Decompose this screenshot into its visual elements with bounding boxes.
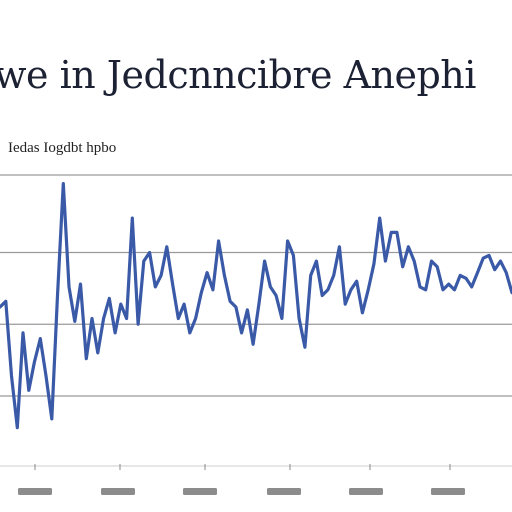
series-layer <box>0 182 512 430</box>
chart-title-text: we in Jedcnncibre Anephi <box>0 53 476 97</box>
chart-subtitle: Iedas Iogdbt hpbo <box>8 140 117 156</box>
x-tick-label <box>431 488 465 495</box>
x-tick-label <box>18 488 52 495</box>
series-line <box>0 182 512 430</box>
x-axis <box>0 464 512 470</box>
x-tick-label <box>101 488 135 495</box>
x-tick-label <box>267 488 301 495</box>
x-tick-label <box>349 488 383 495</box>
chart-title: we in Jedcnncibre Anephi <box>0 50 512 100</box>
x-tick-label <box>183 488 217 495</box>
gridlines <box>0 174 512 397</box>
x-tick-labels <box>18 488 465 495</box>
